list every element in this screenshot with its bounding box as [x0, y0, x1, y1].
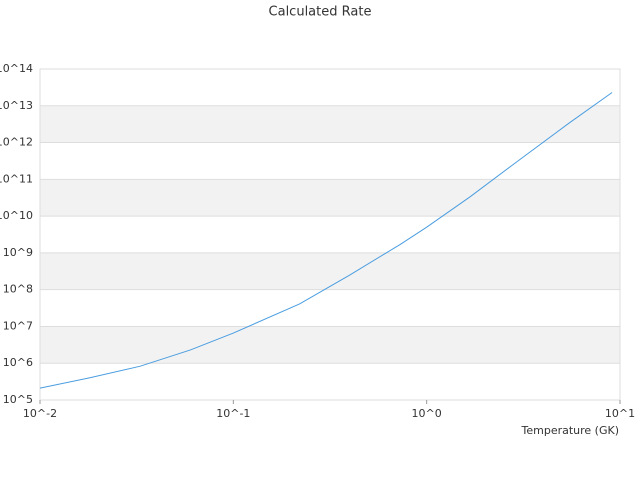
data-line — [39, 92, 613, 389]
y-tick-label: 10^12 — [0, 136, 33, 149]
y-tick-label: 10^9 — [3, 246, 33, 259]
chart-title: Calculated Rate — [269, 5, 372, 20]
grid-band — [40, 105, 620, 143]
y-tick-label: 10^5 — [3, 393, 33, 406]
x-axis-title: Temperature (GK) — [521, 424, 620, 437]
grid-band — [40, 252, 620, 290]
y-tick-label: 10^14 — [0, 62, 33, 75]
y-tick-label: 10^6 — [3, 356, 33, 369]
y-tick-label: 10^8 — [3, 283, 33, 296]
grid-band — [40, 179, 620, 217]
y-tick-label: 10^10 — [0, 209, 33, 222]
x-tick-label: 10^0 — [412, 407, 442, 420]
x-tick-label: 10^-2 — [23, 407, 57, 420]
grid-band — [40, 326, 620, 364]
x-tick-label: 10^1 — [605, 407, 635, 420]
y-tick-label: 10^13 — [0, 99, 33, 112]
y-tick-label: 10^11 — [0, 172, 33, 185]
x-tick-label: 10^-1 — [216, 407, 250, 420]
y-tick-label: 10^7 — [3, 319, 33, 332]
